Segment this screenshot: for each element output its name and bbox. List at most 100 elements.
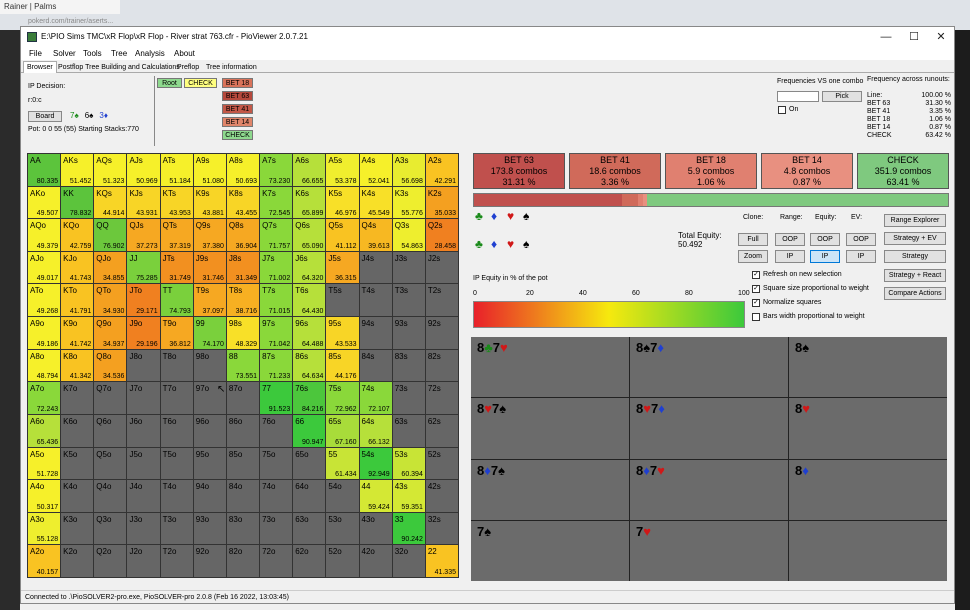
- hand-cell[interactable]: T6o: [160, 414, 193, 447]
- full-button[interactable]: Full: [738, 233, 768, 246]
- hand-cell[interactable]: Q2o: [94, 545, 127, 577]
- hand-cell[interactable]: T5s: [326, 284, 359, 317]
- hand-cell[interactable]: 96o: [193, 414, 226, 447]
- hand-cell[interactable]: T2s: [425, 284, 458, 317]
- hand-cell[interactable]: J7s 71.002: [260, 251, 293, 284]
- board-button[interactable]: Board: [28, 111, 62, 122]
- hand-cell[interactable]: 92s: [425, 317, 458, 349]
- strategy-button[interactable]: Strategy: [884, 250, 946, 263]
- runout-cell[interactable]: 8♣7♥: [471, 337, 629, 398]
- hand-cell[interactable]: Q3s 54.863: [392, 219, 425, 251]
- hand-cell[interactable]: K2s 35.033: [425, 186, 458, 219]
- close-button[interactable]: ✕: [936, 31, 946, 43]
- hand-cell[interactable]: 72s: [425, 382, 458, 414]
- hand-cell[interactable]: 97o: [193, 382, 226, 414]
- tab-tree-information[interactable]: Tree information: [206, 64, 257, 71]
- equity-ip-button[interactable]: IP: [810, 250, 840, 263]
- hand-cell[interactable]: AKs 51.452: [61, 154, 94, 186]
- hand-cell[interactable]: 87o: [226, 382, 260, 414]
- menu-file[interactable]: File: [29, 49, 42, 58]
- hand-cell[interactable]: J6o: [127, 414, 160, 447]
- hand-cell[interactable]: K3s 55.776: [392, 186, 425, 219]
- suit-filter-icon[interactable]: ♦: [491, 237, 498, 251]
- hand-cell[interactable]: 93s: [392, 317, 425, 349]
- runout-cell[interactable]: 8♥7♠: [471, 398, 629, 459]
- hand-cell[interactable]: T7s 71.015: [260, 284, 293, 317]
- tree-check-button[interactable]: CHECK: [184, 78, 217, 88]
- hand-cell[interactable]: T3s: [392, 284, 425, 317]
- hand-cell[interactable]: 86o: [226, 414, 260, 447]
- normalize-checkbox[interactable]: ✓: [752, 299, 760, 307]
- hand-cell[interactable]: A4s 52.041: [359, 154, 392, 186]
- strategy-ev-button[interactable]: Strategy + EV: [884, 232, 946, 245]
- hand-cell[interactable]: K7s 72.545: [260, 186, 293, 219]
- hand-cell[interactable]: 84o: [226, 480, 260, 512]
- hand-cell[interactable]: A7o 72.243: [28, 382, 61, 414]
- hand-cell[interactable]: Q2s 28.458: [425, 219, 458, 251]
- tree-root-button[interactable]: Root: [157, 78, 182, 88]
- hand-cell[interactable]: T4s: [359, 284, 392, 317]
- runout-cell[interactable]: 8♥: [789, 398, 947, 459]
- hand-cell[interactable]: 43s 59.351: [392, 480, 425, 512]
- strategy-react-button[interactable]: Strategy + React: [884, 269, 946, 282]
- hand-cell[interactable]: AJs 50.969: [127, 154, 160, 186]
- suit-filter-icon[interactable]: ♠: [523, 209, 530, 223]
- hand-cell[interactable]: J5s 36.315: [326, 251, 359, 284]
- ev-oop-button[interactable]: OOP: [846, 233, 876, 246]
- menu-tree[interactable]: Tree: [111, 49, 128, 58]
- hand-cell[interactable]: 66 90.947: [293, 414, 326, 447]
- hand-cell[interactable]: 73s: [392, 382, 425, 414]
- compare-actions-button[interactable]: Compare Actions: [884, 287, 946, 300]
- hand-cell[interactable]: KTs 43.953: [160, 186, 193, 219]
- hand-cell[interactable]: 86s 64.634: [293, 349, 326, 382]
- runout-cell[interactable]: 8♥7♦: [630, 398, 788, 459]
- hand-cell[interactable]: QJs 37.273: [127, 219, 160, 251]
- suit-filter-icon[interactable]: ♥: [507, 237, 515, 251]
- hand-cell[interactable]: T9s 37.097: [193, 284, 226, 317]
- hand-cell[interactable]: AA 80.335: [28, 154, 61, 186]
- hand-cell[interactable]: A9s 51.080: [193, 154, 226, 186]
- hand-cell[interactable]: K6o: [61, 414, 94, 447]
- hand-cell[interactable]: J2s: [425, 251, 458, 284]
- hand-cell[interactable]: 75o: [260, 447, 293, 480]
- menu-about[interactable]: About: [174, 49, 195, 58]
- hand-cell[interactable]: 82o: [226, 545, 260, 577]
- hand-cell[interactable]: K8s 43.455: [226, 186, 260, 219]
- hand-cell[interactable]: T7o: [160, 382, 193, 414]
- hand-cell[interactable]: 65o: [293, 447, 326, 480]
- hand-cell[interactable]: J9o 29.196: [127, 317, 160, 349]
- hand-cell[interactable]: 62s: [425, 414, 458, 447]
- freq-combo-input[interactable]: [777, 91, 819, 102]
- equity-oop-button[interactable]: OOP: [810, 233, 840, 246]
- hand-cell[interactable]: 74s 72.107: [359, 382, 392, 414]
- action-box[interactable]: BET 41 18.6 combos 3.36 %: [569, 153, 661, 189]
- runout-cell[interactable]: 7♠: [471, 520, 629, 581]
- range-ip-button[interactable]: IP: [775, 250, 805, 263]
- hand-cell[interactable]: J4o: [127, 480, 160, 512]
- hand-cell[interactable]: 64o: [293, 480, 326, 512]
- hand-cell[interactable]: J3o: [127, 512, 160, 545]
- hand-cell[interactable]: T4o: [160, 480, 193, 512]
- hand-cell[interactable]: J7o: [127, 382, 160, 414]
- hand-cell[interactable]: T2o: [160, 545, 193, 577]
- hand-cell[interactable]: A7s 73.230: [260, 154, 293, 186]
- runout-cell[interactable]: 8♦7♥: [630, 459, 788, 520]
- tab-postflop[interactable]: Postflop Tree Building and Calculations: [58, 64, 180, 71]
- hand-cell[interactable]: A2o 40.157: [28, 545, 61, 577]
- runout-cell[interactable]: [789, 520, 947, 581]
- hand-cell[interactable]: 54o: [326, 480, 359, 512]
- action-box[interactable]: CHECK 351.9 combos 63.41 %: [857, 153, 949, 189]
- hand-cell[interactable]: 95s 43.533: [326, 317, 359, 349]
- hand-cell[interactable]: KQo 42.759: [61, 219, 94, 251]
- hand-cell[interactable]: KQs 44.914: [94, 186, 127, 219]
- runout-cell[interactable]: 8♠7♦: [630, 337, 788, 398]
- suit-filter-icon[interactable]: ♥: [507, 209, 515, 223]
- hand-cell[interactable]: 76o: [260, 414, 293, 447]
- hand-cell[interactable]: K7o: [61, 382, 94, 414]
- hand-cell[interactable]: 53s 60.394: [392, 447, 425, 480]
- hand-cell[interactable]: Q6s 65.090: [293, 219, 326, 251]
- hand-cell[interactable]: ATo 49.268: [28, 284, 61, 317]
- hand-cell[interactable]: 74o: [260, 480, 293, 512]
- hand-cell[interactable]: Q6o: [94, 414, 127, 447]
- hand-cell[interactable]: A3o 55.128: [28, 512, 61, 545]
